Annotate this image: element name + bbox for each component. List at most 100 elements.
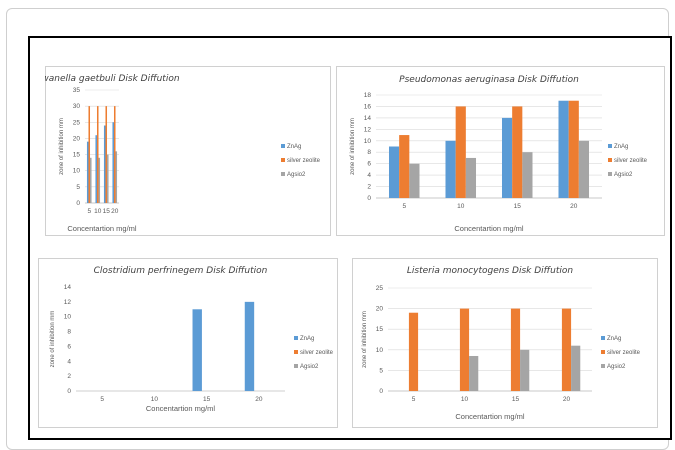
legend-swatch <box>601 350 605 354</box>
legend-swatch <box>608 172 612 176</box>
x-tick-label: 20 <box>570 203 578 210</box>
legend-entry: silver zeolite <box>287 158 321 164</box>
legend-entry: Agsio2 <box>287 172 306 178</box>
x-tick-label: 5 <box>412 396 416 403</box>
legend-swatch <box>608 158 612 162</box>
bar-silver-zeolite <box>399 135 410 198</box>
bar-agsio2 <box>465 157 477 198</box>
x-tick-label: 20 <box>111 208 119 215</box>
y-tick-label: 5 <box>379 367 383 374</box>
y-tick-label: 8 <box>67 329 71 336</box>
bar-agsio2 <box>409 163 420 198</box>
legend-entry: ZnAg <box>287 144 301 150</box>
y-tick-label: 4 <box>67 358 71 365</box>
bar-znag <box>103 125 106 203</box>
x-tick-label: 15 <box>203 396 211 403</box>
bar-znag <box>192 309 202 391</box>
bar-agsio2 <box>98 157 101 203</box>
y-tick-label: 25 <box>376 285 384 292</box>
y-tick-label: 30 <box>73 103 81 110</box>
legend-swatch <box>601 336 605 340</box>
x-axis-label: Concentartion mg/ml <box>146 404 216 413</box>
legend-swatch <box>601 364 605 368</box>
y-axis-label: zone of inhibition mm <box>59 118 65 175</box>
bar-agsio2 <box>571 345 581 391</box>
y-tick-label: 18 <box>364 92 372 99</box>
y-tick-label: 20 <box>376 306 384 313</box>
chart-title: Clostridium perfrinegem Disk Diffution <box>94 266 268 276</box>
bar-znag <box>388 146 400 198</box>
y-tick-label: 12 <box>364 126 372 133</box>
y-axis-label: zone of inhibition mm <box>350 118 356 175</box>
legend-entry: silver zeolite <box>300 350 334 356</box>
x-tick-label: 15 <box>512 396 520 403</box>
bar-silver-zeolite <box>561 308 572 391</box>
y-tick-label: 15 <box>376 326 384 333</box>
y-tick-label: 10 <box>364 138 372 145</box>
bar-silver-zeolite <box>113 106 116 203</box>
chart-title: Listeria monocytogens Disk Diffution <box>407 266 574 276</box>
y-tick-label: 16 <box>364 103 372 110</box>
chart-panel-shewanella: Shewanella gaetbuli Disk Diffution051015… <box>45 66 331 236</box>
bar-znag <box>95 135 97 203</box>
bar-silver-zeolite <box>459 308 470 391</box>
y-tick-label: 14 <box>64 284 72 291</box>
y-tick-label: 20 <box>73 135 81 142</box>
x-tick-label: 20 <box>255 396 263 403</box>
bar-znag <box>112 122 114 203</box>
x-tick-label: 10 <box>461 396 469 403</box>
y-tick-label: 12 <box>64 299 72 306</box>
chart-area-border <box>336 66 665 236</box>
x-tick-label: 10 <box>151 396 159 403</box>
legend-swatch <box>608 144 612 148</box>
y-tick-label: 4 <box>367 172 371 179</box>
legend-swatch <box>281 172 285 176</box>
legend-entry: ZnAg <box>614 144 628 150</box>
legend-swatch <box>294 350 298 354</box>
bar-agsio2 <box>90 157 92 203</box>
y-tick-label: 6 <box>367 161 371 168</box>
y-tick-label: 0 <box>379 388 383 395</box>
bar-silver-zeolite <box>568 100 579 198</box>
chart-panel-listeria: Listeria monocytogens Disk Diffution 0 5 10… <box>352 258 658 428</box>
x-axis-label: Concentartion mg/ml <box>67 224 137 233</box>
legend-entry: ZnAg <box>300 336 314 342</box>
y-tick-label: 8 <box>367 149 371 156</box>
bar-silver-zeolite <box>96 106 99 203</box>
y-tick-label: 2 <box>367 184 371 191</box>
legend-swatch <box>281 158 285 162</box>
y-tick-label: 25 <box>73 119 81 126</box>
x-tick-label: 5 <box>87 208 91 215</box>
chart-area-border <box>352 258 658 428</box>
y-axis-label: zone of inhibition mm <box>362 311 368 368</box>
legend-entry: silver zeolite <box>614 158 648 164</box>
bar-agsio2 <box>578 140 590 198</box>
x-tick-label: 20 <box>563 396 571 403</box>
legend-swatch <box>294 336 298 340</box>
x-tick-label: 15 <box>514 203 522 210</box>
bar-agsio2 <box>522 152 533 198</box>
y-tick-label: 10 <box>64 314 72 321</box>
legend-swatch <box>281 144 285 148</box>
legend-entry: ZnAg <box>607 336 621 342</box>
bar-znag <box>558 100 569 198</box>
y-tick-label: 10 <box>376 347 384 354</box>
legend-entry: Agsio2 <box>300 364 319 370</box>
y-tick-label: 2 <box>67 373 71 380</box>
bar-agsio2 <box>520 349 530 391</box>
y-axis-label: zone of inhibition mm <box>50 311 56 368</box>
x-tick-label: 5 <box>402 203 406 210</box>
x-axis-label: Concentartion mg/ml <box>454 224 524 233</box>
bar-silver-zeolite <box>510 308 521 391</box>
chart-area-border <box>45 66 331 236</box>
chart-area-border <box>38 258 338 428</box>
x-axis-label: Concentartion mg/ml <box>455 412 525 421</box>
y-tick-label: 0 <box>67 388 71 395</box>
chart-title: Shewanella gaetbuli Disk Diffution <box>45 74 180 84</box>
bar-znag <box>501 117 513 198</box>
chart-title: Pseudomonas aeruginasa Disk Diffution <box>399 75 579 85</box>
bar-silver-zeolite <box>512 106 523 198</box>
y-tick-label: 15 <box>73 152 81 159</box>
bar-agsio2 <box>107 154 109 203</box>
x-tick-label: 5 <box>100 396 104 403</box>
